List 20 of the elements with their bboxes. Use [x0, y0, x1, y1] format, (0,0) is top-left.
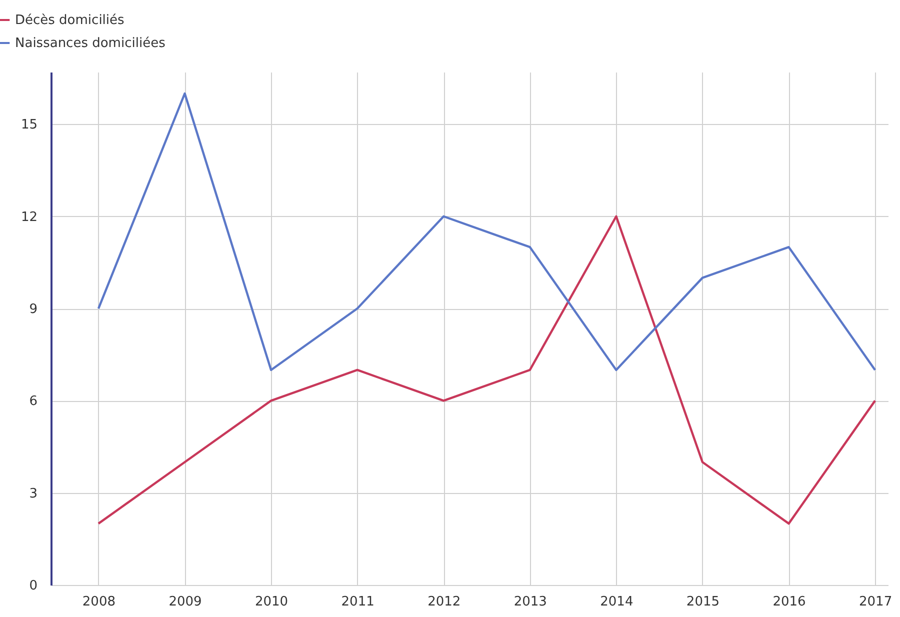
line-series	[97, 215, 876, 525]
x-tick-label: 2008	[82, 594, 116, 610]
line-series	[97, 92, 876, 372]
x-tick-label: 2010	[254, 594, 288, 610]
x-tick-label: 2016	[772, 594, 806, 610]
y-tick-label: 9	[29, 302, 38, 318]
x-tick-label: 2014	[600, 594, 634, 610]
x-tick-label: 2011	[341, 594, 374, 610]
legend-label: Naissances domiciliées	[15, 36, 166, 51]
x-tick-label: 2009	[168, 594, 202, 610]
y-tick-label: 12	[20, 210, 38, 225]
x-tick-label: 2015	[686, 594, 720, 610]
y-tick-label: 3	[29, 486, 38, 502]
x-tick-label: 2017	[859, 594, 892, 610]
x-tick-label: 2013	[514, 594, 547, 610]
x-tick-label: 2012	[428, 594, 461, 610]
y-tick-label: 0	[29, 578, 38, 594]
y-tick-label: 15	[20, 118, 38, 133]
y-tick-label: 6	[29, 394, 38, 410]
legend-label: Décès domiciliés	[15, 13, 125, 28]
